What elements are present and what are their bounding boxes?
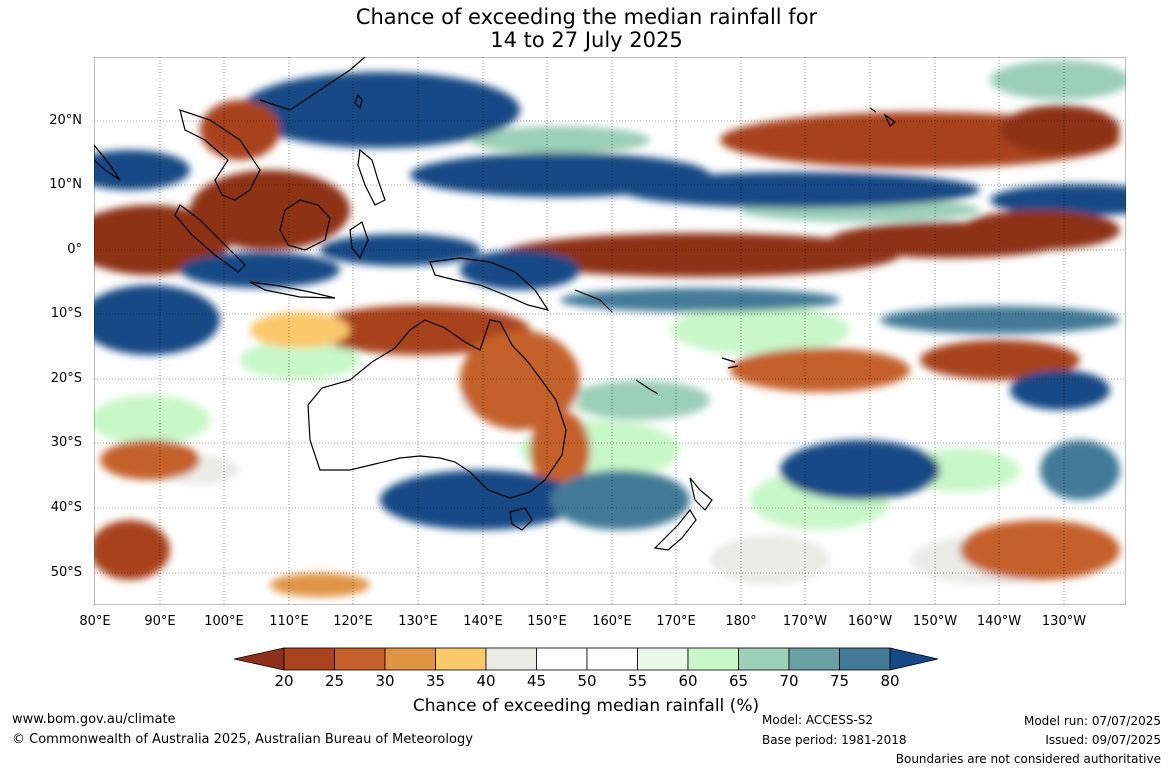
lon-label: 130°W bbox=[1041, 614, 1087, 629]
coastlines bbox=[94, 57, 897, 551]
website-link[interactable]: www.bom.gov.au/climate bbox=[12, 712, 176, 727]
boundaries-disclaimer: Boundaries are not considered authoritat… bbox=[895, 752, 1161, 766]
lon-label: 170°W bbox=[782, 614, 828, 629]
issued-label: Issued: 09/07/2025 bbox=[1045, 733, 1161, 747]
colorbar-tick-label: 30 bbox=[375, 672, 395, 690]
colorbar-tick-label: 40 bbox=[476, 672, 496, 690]
colorbar-tick-label: 20 bbox=[274, 672, 294, 690]
copyright-notice: © Commonwealth of Australia 2025, Austra… bbox=[12, 732, 473, 747]
colorbar-high-extension bbox=[889, 647, 939, 671]
lon-label: 150°E bbox=[527, 614, 567, 629]
lat-label: 30°S bbox=[50, 435, 82, 450]
lat-label: 20°N bbox=[49, 113, 82, 128]
map-title-line2: 14 to 27 July 2025 bbox=[490, 28, 683, 52]
lat-label: 50°S bbox=[50, 565, 82, 580]
base-period-label: Base period: 1981-2018 bbox=[762, 733, 907, 747]
lon-label: 110°E bbox=[269, 614, 309, 629]
lon-label: 140°E bbox=[463, 614, 503, 629]
colorbar-tick-label: 65 bbox=[728, 672, 749, 690]
colorbar-tick-label: 75 bbox=[829, 672, 850, 690]
lat-label: 10°S bbox=[50, 306, 82, 321]
lat-label: 10°N bbox=[49, 177, 82, 192]
colorbar-low-extension bbox=[233, 647, 285, 671]
lon-label: 180° bbox=[725, 614, 757, 629]
lon-label: 170°E bbox=[656, 614, 696, 629]
lon-label: 90°E bbox=[144, 614, 176, 629]
map-title-line1: Chance of exceeding the median rainfall … bbox=[355, 5, 818, 29]
colorbar bbox=[233, 647, 939, 671]
colorbar-tick-label: 70 bbox=[779, 672, 799, 690]
colorbar-tick-label: 50 bbox=[577, 672, 597, 690]
model-run-label: Model run: 07/07/2025 bbox=[1023, 714, 1161, 728]
lon-label: 130°E bbox=[398, 614, 438, 629]
colorbar-tick-label: 25 bbox=[324, 672, 345, 690]
lat-label: 40°S bbox=[50, 500, 82, 515]
model-label: Model: ACCESS-S2 bbox=[762, 713, 874, 727]
lon-label: 80°E bbox=[79, 614, 111, 629]
lon-label: 100°E bbox=[204, 614, 244, 629]
lon-label: 120°E bbox=[333, 614, 373, 629]
lon-label: 160°E bbox=[592, 614, 632, 629]
lon-label: 160°W bbox=[847, 614, 893, 629]
lon-label: 140°W bbox=[976, 614, 1022, 629]
colorbar-tick-label: 55 bbox=[627, 672, 648, 690]
colorbar-title: Chance of exceeding median rainfall (%) bbox=[412, 696, 760, 716]
lat-label: 20°S bbox=[50, 371, 82, 386]
colorbar-tick-label: 60 bbox=[678, 672, 698, 690]
colorbar-tick-label: 45 bbox=[526, 672, 547, 690]
probability-field bbox=[94, 57, 1126, 605]
colorbar-tick-label: 35 bbox=[425, 672, 446, 690]
lon-label: 150°W bbox=[912, 614, 958, 629]
colorbar-tick-label: 80 bbox=[880, 672, 900, 690]
lat-label: 0° bbox=[67, 242, 82, 257]
